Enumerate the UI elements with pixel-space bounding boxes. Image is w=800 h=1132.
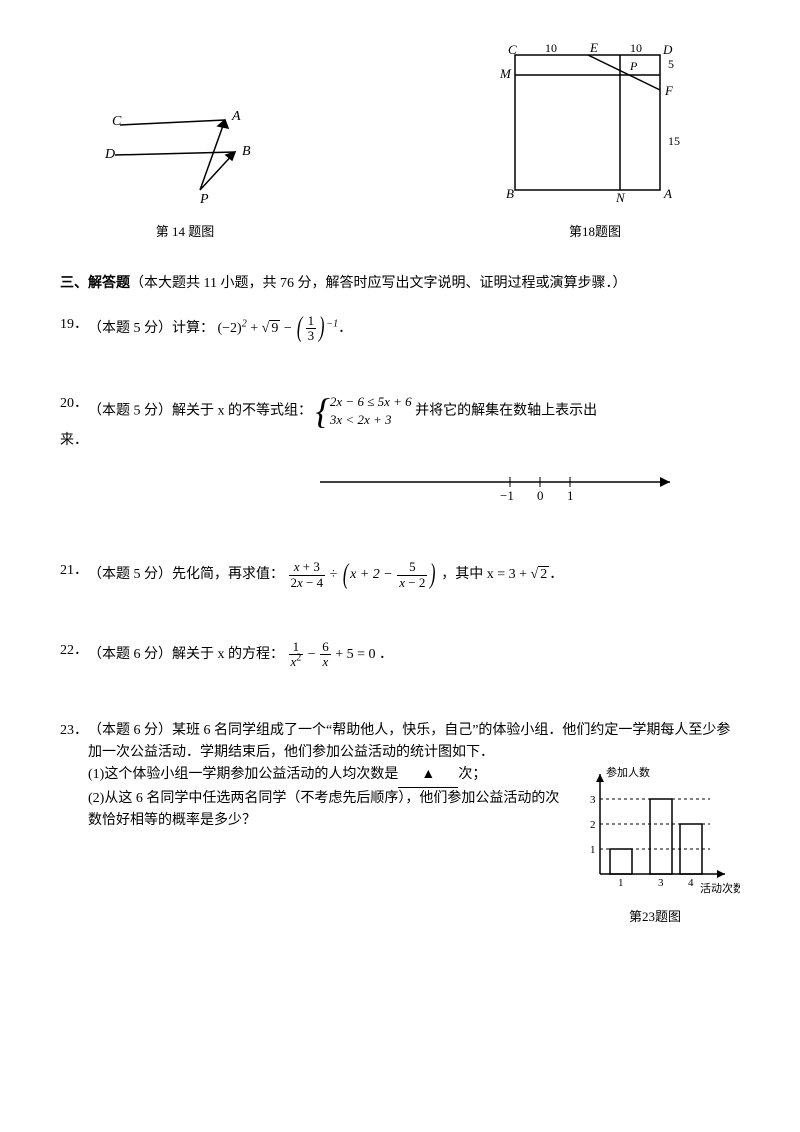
q23-part1: (1)这个体验小组一学期参加公益活动的人均次数是▲次；: [88, 764, 560, 787]
q22-text: （本题 6 分）解关于 x 的方程： 1x2 − 6x + 5 = 0 ．: [88, 640, 740, 670]
figures-row: C A D B P 第 14 题图 C D M F B A N E P 10: [60, 40, 740, 243]
section-3-label: 三、解答题: [60, 276, 130, 291]
svg-text:D: D: [662, 42, 673, 57]
svg-text:−1: −1: [500, 488, 514, 502]
q20-text: （本题 5 分）解关于 x 的不等式组： { 2x − 6 ≤ 5x + 6 3…: [88, 393, 740, 429]
svg-text:1: 1: [567, 488, 574, 502]
svg-text:M: M: [499, 66, 512, 81]
svg-text:A: A: [231, 109, 241, 124]
q23-part2: (2)从这 6 名同学中任选两名同学（不考虑先后顺序），他们参加公益活动的次数恰…: [88, 788, 560, 833]
figure-23: 1 2 3 1 3 4 参加人数 活动次数 第23题图: [570, 764, 740, 927]
svg-text:C: C: [508, 42, 517, 57]
svg-text:A: A: [663, 186, 672, 201]
svg-text:E: E: [589, 40, 598, 55]
q21-text: （本题 5 分）先化简，再求值： x + 32x − 4 ÷ (x + 2 − …: [88, 560, 740, 590]
q20-system: { 2x − 6 ≤ 5x + 6 3x < 2x + 3: [316, 393, 412, 429]
number-line-svg: −1 0 1: [310, 462, 690, 502]
figure-23-svg: 1 2 3 1 3 4 参加人数 活动次数: [570, 764, 740, 894]
svg-text:P: P: [199, 192, 209, 207]
svg-text:活动次数: 活动次数: [700, 881, 740, 894]
q21-number: 21．: [60, 560, 88, 582]
figure-23-caption: 第23题图: [570, 907, 740, 928]
q20-suffix2: 来．: [60, 430, 740, 452]
svg-text:1: 1: [618, 877, 624, 889]
svg-text:F: F: [664, 83, 674, 98]
svg-text:3: 3: [590, 794, 596, 806]
svg-text:10: 10: [630, 41, 642, 55]
svg-text:N: N: [615, 190, 626, 205]
figure-14-svg: C A D B P: [100, 100, 270, 210]
figure-14-caption: 第 14 题图: [100, 222, 270, 243]
svg-text:1: 1: [590, 844, 596, 856]
svg-text:4: 4: [688, 877, 694, 889]
q19-text: （本题 5 分）计算： (−2)2 + √9 − (13)−1．: [88, 314, 740, 344]
q19-number: 19．: [60, 314, 88, 336]
q23-line1: （本题 6 分）某班 6 名同学组成了一个“帮助他人，快乐，自己”的体验小组．他…: [88, 720, 740, 765]
q20-number: 20．: [60, 393, 88, 415]
svg-text:D: D: [104, 147, 115, 162]
section-3-header: 三、解答题（本大题共 11 小题，共 76 分，解答时应写出文字说明、证明过程或…: [60, 273, 740, 295]
svg-text:3: 3: [658, 877, 664, 889]
svg-text:10: 10: [545, 41, 557, 55]
q23-number: 23．: [60, 720, 88, 742]
figure-18-svg: C D M F B A N E P 10 10 5 15: [490, 40, 700, 210]
q21-expression: x + 32x − 4 ÷ (x + 2 − 5x − 2): [288, 567, 442, 582]
question-21: 21． （本题 5 分）先化简，再求值： x + 32x − 4 ÷ (x + …: [60, 560, 740, 590]
q22-expression: 1x2 − 6x + 5 = 0 ．: [288, 647, 393, 662]
section-3-rest: （本大题共 11 小题，共 76 分，解答时应写出文字说明、证明过程或演算步骤．…: [130, 276, 626, 291]
svg-text:5: 5: [668, 57, 674, 71]
svg-text:15: 15: [668, 134, 680, 148]
figure-18-caption: 第18题图: [490, 222, 700, 243]
question-19: 19． （本题 5 分）计算： (−2)2 + √9 − (13)−1．: [60, 314, 740, 344]
svg-text:2: 2: [590, 819, 596, 831]
q22-number: 22．: [60, 640, 88, 662]
number-line: −1 0 1: [260, 462, 740, 510]
q19-expression: (−2)2 + √9 − (13)−1．: [218, 321, 353, 336]
svg-text:C: C: [112, 114, 122, 129]
svg-text:0: 0: [537, 488, 544, 502]
question-22: 22． （本题 6 分）解关于 x 的方程： 1x2 − 6x + 5 = 0 …: [60, 640, 740, 670]
blank-triangle: ▲: [398, 764, 458, 787]
svg-text:B: B: [242, 144, 251, 159]
svg-text:参加人数: 参加人数: [606, 765, 650, 779]
svg-text:P: P: [629, 59, 638, 73]
figure-14: C A D B P 第 14 题图: [100, 100, 270, 243]
question-23: 23． （本题 6 分）某班 6 名同学组成了一个“帮助他人，快乐，自己”的体验…: [60, 720, 740, 928]
question-20: 20． （本题 5 分）解关于 x 的不等式组： { 2x − 6 ≤ 5x +…: [60, 393, 740, 510]
figure-18: C D M F B A N E P 10 10 5 15 第18题图: [490, 40, 700, 243]
svg-text:B: B: [506, 186, 514, 201]
